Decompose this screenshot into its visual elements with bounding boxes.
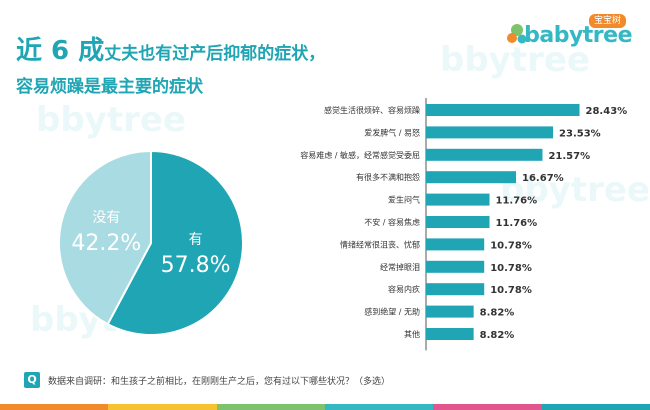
- bar-category-label: 有很多不满和抱怨: [356, 172, 420, 182]
- watermark: bbytree: [440, 40, 590, 80]
- pie-slice: [58, 149, 152, 326]
- logo-figure-icon: [507, 24, 527, 44]
- pie-slice-value: 57.8%: [161, 253, 231, 278]
- title-line1-rest: 丈夫也有过产后抑郁的症状，: [104, 44, 326, 64]
- bar: [426, 238, 485, 251]
- bar-value-label: 8.82%: [480, 308, 515, 319]
- title-highlight: 近 6 成: [16, 36, 105, 66]
- bar-category-label: 容易难虑 / 敏感，经常感觉受委屈: [300, 150, 420, 160]
- footer: Q 数据来自调研：和生孩子之前相比，在刚刚生产之后，您有过以下哪些状况？（多选）: [0, 366, 650, 410]
- watermark: bbytree: [36, 100, 186, 140]
- pie-slice: [106, 149, 244, 336]
- bar: [426, 148, 543, 161]
- bar: [426, 171, 517, 184]
- pie-slice-value: 42.2%: [71, 231, 141, 256]
- logo-badge: 宝宝树: [588, 14, 626, 28]
- bar: [426, 305, 474, 318]
- bar-value-label: 23.53%: [559, 128, 601, 139]
- bar-category-label: 其他: [404, 329, 420, 339]
- bar: [426, 126, 554, 139]
- stripe-segment: [324, 404, 434, 410]
- bar-value-label: 21.57%: [548, 151, 590, 162]
- color-stripe: [0, 404, 650, 410]
- logo-text: babytree: [524, 23, 632, 48]
- bar-value-label: 8.82%: [480, 330, 515, 341]
- pie-slice-label: 没有: [92, 210, 120, 226]
- bar-value-label: 10.78%: [490, 263, 532, 274]
- babytree-logo: 宝宝树 babytree: [506, 14, 636, 48]
- bar-category-label: 爱生闷气: [388, 195, 420, 205]
- bar-value-label: 11.76%: [496, 196, 538, 207]
- bar-value-label: 10.78%: [490, 240, 532, 251]
- bar-category-label: 容易内疚: [388, 284, 420, 294]
- bar: [426, 193, 490, 206]
- stripe-segment: [541, 404, 650, 410]
- bar-value-label: 11.76%: [496, 218, 538, 229]
- watermark: bbytree: [500, 170, 650, 210]
- bar-category-label: 感到绝望 / 无助: [364, 307, 420, 317]
- title-line2: 容易烦躁是最主要的症状: [16, 77, 203, 97]
- bar: [426, 260, 485, 273]
- bar-chart: 感觉生活很烦碎、容易烦躁 28.43% 爱发脾气 / 易怒 23.53% 容易难虑 / …: [300, 98, 628, 351]
- bar: [426, 104, 580, 116]
- pie-chart: 有 57.8% 没有 42.2%: [58, 149, 244, 336]
- stripe-segment: [108, 404, 217, 410]
- bar: [426, 328, 474, 340]
- stripe-segment: [0, 404, 109, 410]
- stripe-segment: [216, 404, 325, 410]
- bar-category-label: 经常掉眼泪: [380, 262, 420, 272]
- bar-category-label: 感觉生活很烦碎、容易烦躁: [324, 105, 420, 115]
- pie-slice-label: 有: [189, 232, 203, 248]
- bar: [426, 216, 490, 228]
- bar-value-label: 10.78%: [490, 285, 532, 296]
- question-icon: Q: [24, 372, 40, 388]
- source-note: 数据来自调研：和生孩子之前相比，在刚刚生产之后，您有过以下哪些状况？（多选）: [48, 377, 391, 387]
- bar-value-label: 16.67%: [522, 173, 564, 184]
- bar-category-label: 情绪经常很沮丧、忧郁: [340, 239, 420, 249]
- bar-category-label: 不安 / 容易焦虑: [364, 217, 420, 227]
- bar: [426, 283, 485, 296]
- stripe-segment: [433, 404, 542, 410]
- bar-value-label: 28.43%: [586, 106, 628, 117]
- bar-category-label: 爱发脾气 / 易怒: [364, 127, 420, 137]
